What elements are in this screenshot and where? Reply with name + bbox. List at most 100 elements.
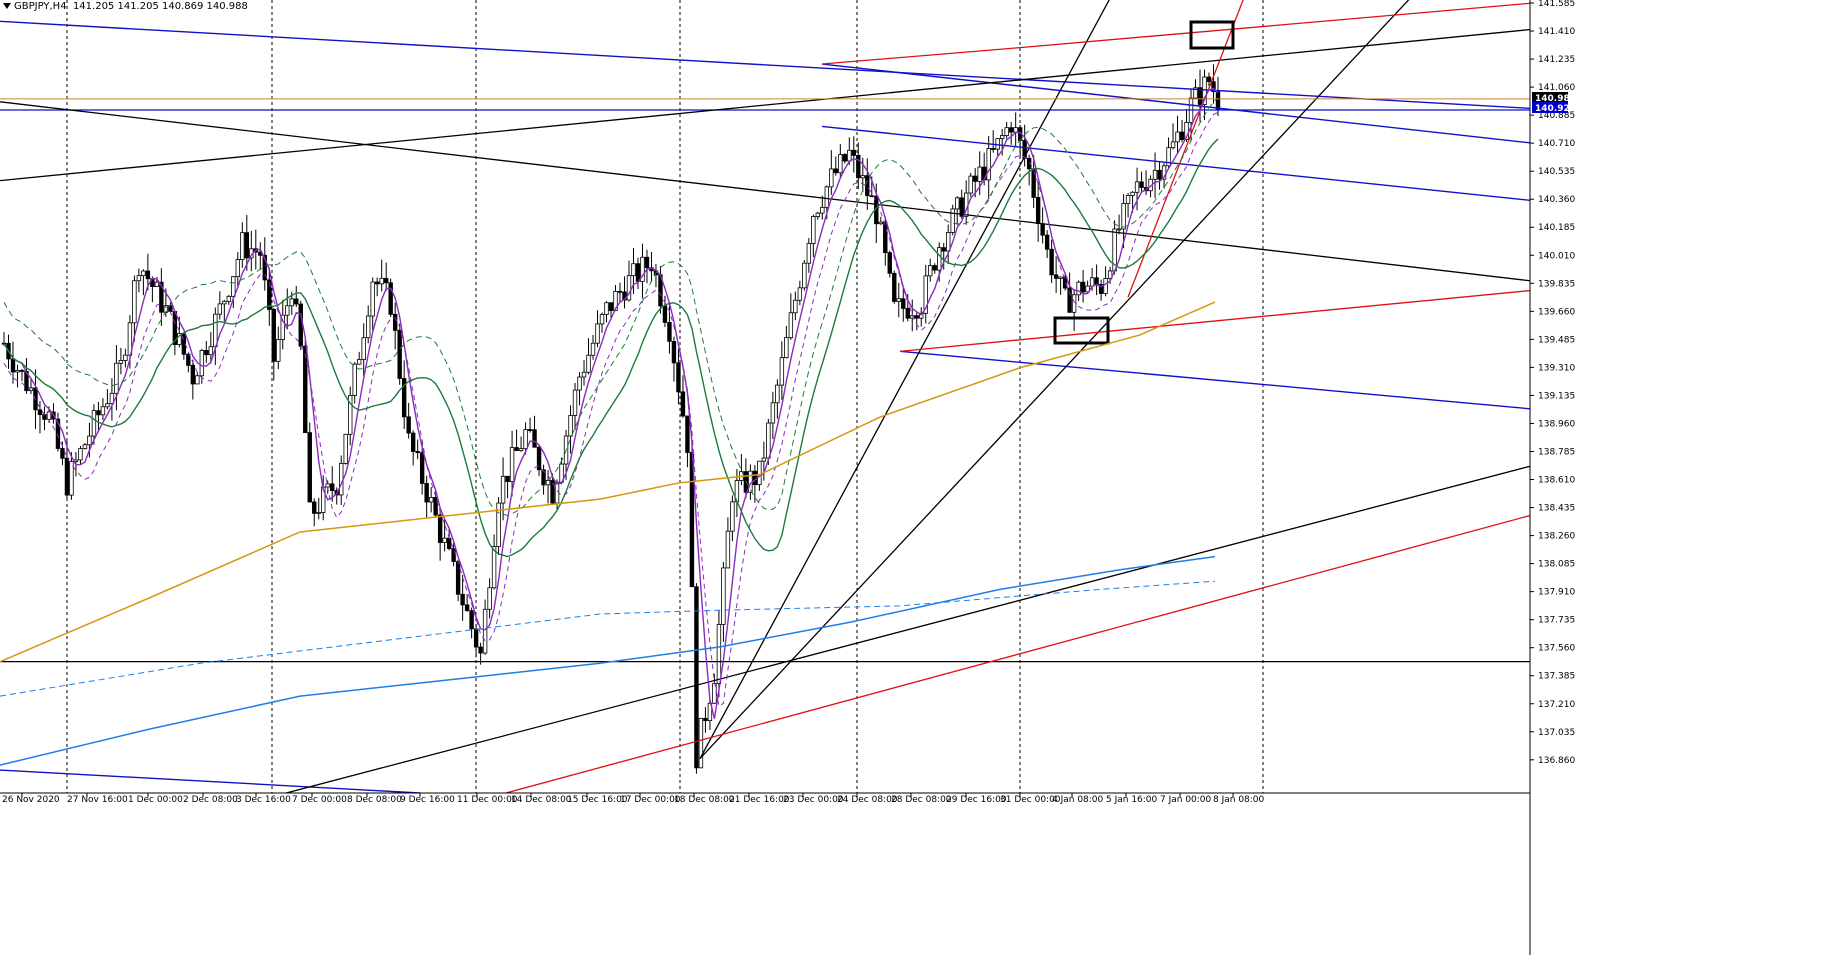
dropdown-triangle-icon[interactable] [3,3,11,9]
candle [649,252,654,283]
candle [1080,270,1086,303]
trend-red-steep [1127,0,1244,298]
candle-body [662,305,668,323]
candle-body [105,403,110,408]
candle [361,323,366,377]
candle-body [446,537,452,549]
candle-body [1071,294,1077,313]
candle-body [208,346,214,356]
candle-body [343,433,348,464]
candle [482,599,488,655]
candle [118,347,124,375]
candle-body [392,313,398,331]
candle [10,341,16,384]
candle-body [527,429,533,431]
candle [995,138,1000,156]
trend-black-long [283,465,1530,793]
chart-title: GBPJPY,H4 141.205 141.205 140.869 140.98… [3,1,248,12]
x-tick-label: 23 Dec 00:00 [783,795,844,805]
x-tick-label: 2 Dec 08:00 [183,795,238,805]
candle [946,224,951,265]
candle [815,211,821,220]
candle [1035,182,1041,242]
candle-body [406,416,411,434]
candle-body [788,312,794,339]
candle [617,282,623,303]
candle-body [505,475,510,482]
candle-body [990,148,996,150]
candle-body [1049,248,1054,276]
channel-blue-c [899,350,1530,410]
candle [842,153,848,164]
candle-body [87,435,92,446]
candle-body [500,475,506,504]
candle-body [469,610,474,630]
x-tick-label: 5 Jan 16:00 [1106,795,1158,805]
candle-body [811,216,816,244]
candle-body [496,502,501,548]
candle-body [599,314,605,325]
candle-body [424,483,429,503]
candle-body [856,154,861,179]
candle-body [820,206,825,214]
candle-body [1094,277,1099,285]
candle [383,262,389,291]
candle-body [968,175,973,194]
candle-body [887,252,892,274]
candle-body [613,290,618,311]
candle [213,307,218,366]
trend-red-mid [899,289,1530,352]
candle-body [64,457,70,496]
candle [820,195,825,220]
candle-body [1170,141,1176,149]
x-tick-label: 28 Dec 08:00 [891,795,952,805]
candle [226,295,232,305]
candle [186,353,191,373]
candle-body [815,212,821,217]
candle [240,222,245,268]
candle [914,311,919,331]
candle-body [901,298,906,309]
candle [640,243,645,299]
channel-blue-b [821,125,1530,201]
candle [1121,194,1126,249]
candle-body [865,175,870,197]
candle-body [1206,76,1212,83]
candle [595,310,600,348]
candle-body [312,501,317,514]
candle-body [1215,91,1221,110]
candle [1134,167,1140,211]
candle [109,378,115,421]
candle-body [545,479,551,486]
candle [330,466,335,502]
candle [919,307,924,327]
candle [608,302,614,320]
candle-body [46,411,52,420]
candle-body [374,281,380,285]
candle-body [109,392,115,405]
candle [433,489,438,517]
trend-black-steep [699,0,1110,759]
candle [123,348,128,368]
candle-body [698,717,704,769]
candle-body [37,409,43,415]
candle [1044,230,1050,258]
x-tick-label: 7 Jan 00:00 [1160,795,1212,805]
candle [231,276,236,309]
candle-body [626,275,632,301]
candle-body [892,272,897,302]
candle-body [433,496,438,516]
candle-body [833,168,839,174]
candle [208,331,214,364]
candle [694,583,699,774]
candle-body [1197,87,1203,105]
candle [91,404,97,445]
candle [204,341,209,363]
candle-body [1125,195,1131,204]
candle-body [1062,276,1068,289]
candle-body [671,340,677,364]
candle-body [159,281,164,313]
candle-body [410,432,416,452]
